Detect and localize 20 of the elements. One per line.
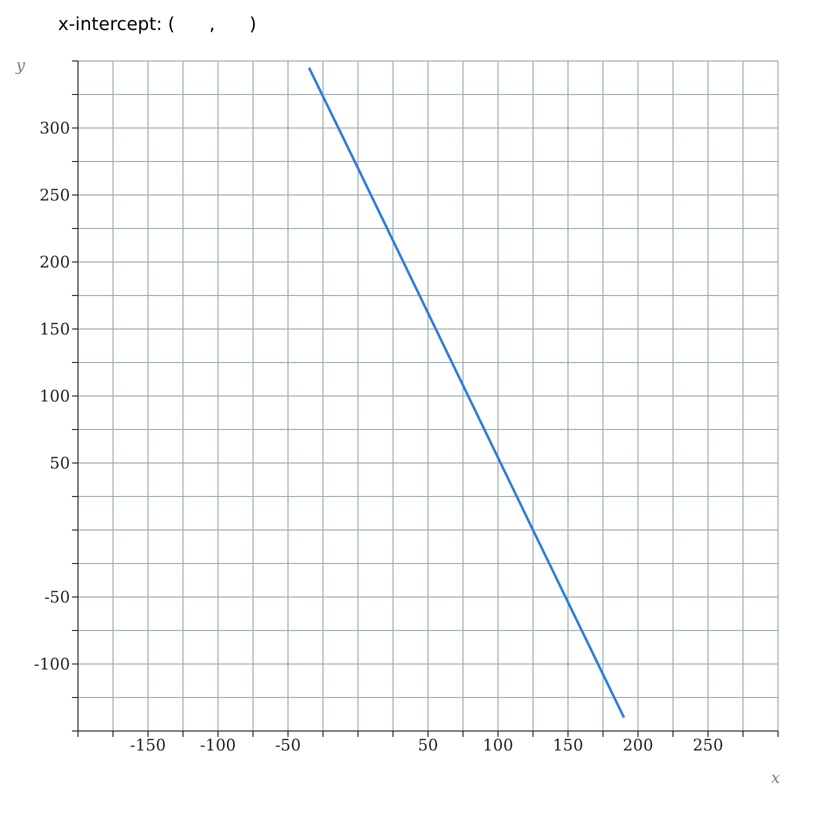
line-series [308,66,626,719]
x-axis-title: x [770,768,780,787]
y-tick-label: 150 [39,320,70,339]
x-tick-label: 50 [418,735,438,754]
x-tick-label: 150 [552,735,584,754]
y-tick-label: 250 [39,186,70,205]
x-tick-label: -150 [130,735,166,754]
x-tick-label: 100 [482,735,514,754]
y-axis-title: y [15,55,26,74]
chart-title: x-intercept: ( , ) [57,13,258,37]
y-tick-label: 300 [39,118,70,138]
x-tick-label: 200 [622,735,654,754]
x-tick-label: -100 [200,735,236,754]
y-tick-label: -50 [44,588,70,607]
y-tick-label: 200 [39,252,70,272]
y-tick-label: 100 [39,386,70,406]
x-tick-label: -50 [275,735,301,754]
y-tick-label: -100 [34,654,70,674]
x-tick-label: 250 [692,735,724,754]
y-tick-label: 50 [50,454,70,473]
